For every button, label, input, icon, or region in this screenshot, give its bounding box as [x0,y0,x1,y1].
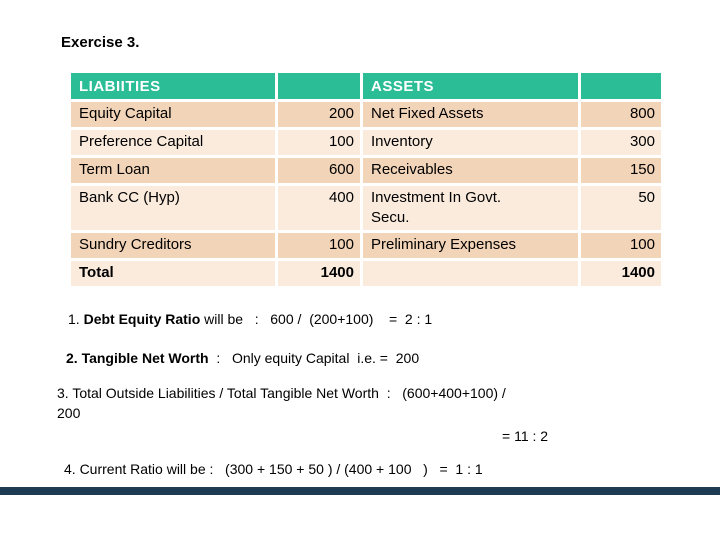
total-label: Total [71,261,275,286]
asset-value: 150 [581,158,661,183]
table-row: Sundry Creditors 100 Preliminary Expense… [71,233,661,258]
table-row: Term Loan 600 Receivables 150 [71,158,661,183]
table-row: Preference Capital 100 Inventory 300 [71,130,661,155]
liability-value: 200 [278,102,360,127]
liability-name: Sundry Creditors [71,233,275,258]
asset-name: Receivables [363,158,578,183]
calc-current-ratio: 4. Current Ratio will be : (300 + 150 + … [64,461,483,477]
header-liabilities: LIABIITIES [71,73,275,99]
header-assets-value [581,73,661,99]
bottom-divider-bar [0,487,720,495]
asset-name: Net Fixed Assets [363,102,578,127]
asset-value: 100 [581,233,661,258]
liability-name: Term Loan [71,158,275,183]
asset-value: 50 [581,186,661,230]
header-liabilities-value [278,73,360,99]
calc1-rest: will be : 600 / (200+100) = 2 : 1 [200,311,433,327]
liability-value: 100 [278,233,360,258]
calc-outside-liabilities-line1: 3. Total Outside Liabilities / Total Tan… [57,385,506,401]
liability-value: 400 [278,186,360,230]
calc1-number: 1. [68,311,84,327]
asset-value: 300 [581,130,661,155]
table-total-row: Total 1400 1400 [71,261,661,286]
calc-debt-equity-ratio: 1. Debt Equity Ratio will be : 600 / (20… [68,311,432,327]
calc-outside-liabilities-result: = 11 : 2 [502,428,549,444]
asset-name: Inventory [363,130,578,155]
liability-name: Bank CC (Hyp) [71,186,275,230]
asset-name-text: Investment In Govt. Secu. [371,189,502,226]
header-assets: ASSETS [363,73,578,99]
calc2-bold-label: 2. Tangible Net Worth [66,350,209,366]
liability-value: 600 [278,158,360,183]
calc-outside-liabilities-line2: 200 [57,405,81,421]
asset-value: 800 [581,102,661,127]
liability-name: Equity Capital [71,102,275,127]
calc2-rest: : Only equity Capital i.e. = 200 [208,350,420,366]
table-header-row: LIABIITIES ASSETS [71,73,661,99]
table-row: Equity Capital 200 Net Fixed Assets 800 [71,102,661,127]
total-liability-value: 1400 [278,261,360,286]
calc-tangible-net-worth: 2. Tangible Net Worth : Only equity Capi… [66,350,419,366]
table-row: Bank CC (Hyp) 400 Investment In Govt. Se… [71,186,661,230]
total-asset-value: 1400 [581,261,661,286]
total-asset-empty [363,261,578,286]
calc1-bold-label: Debt Equity Ratio [83,311,201,327]
liability-name: Preference Capital [71,130,275,155]
asset-name: Preliminary Expenses [363,233,578,258]
page-title: Exercise 3. [61,34,140,51]
asset-name: Investment In Govt. Secu. [363,186,578,230]
balance-sheet-table: LIABIITIES ASSETS Equity Capital 200 Net… [68,70,664,289]
liability-value: 100 [278,130,360,155]
